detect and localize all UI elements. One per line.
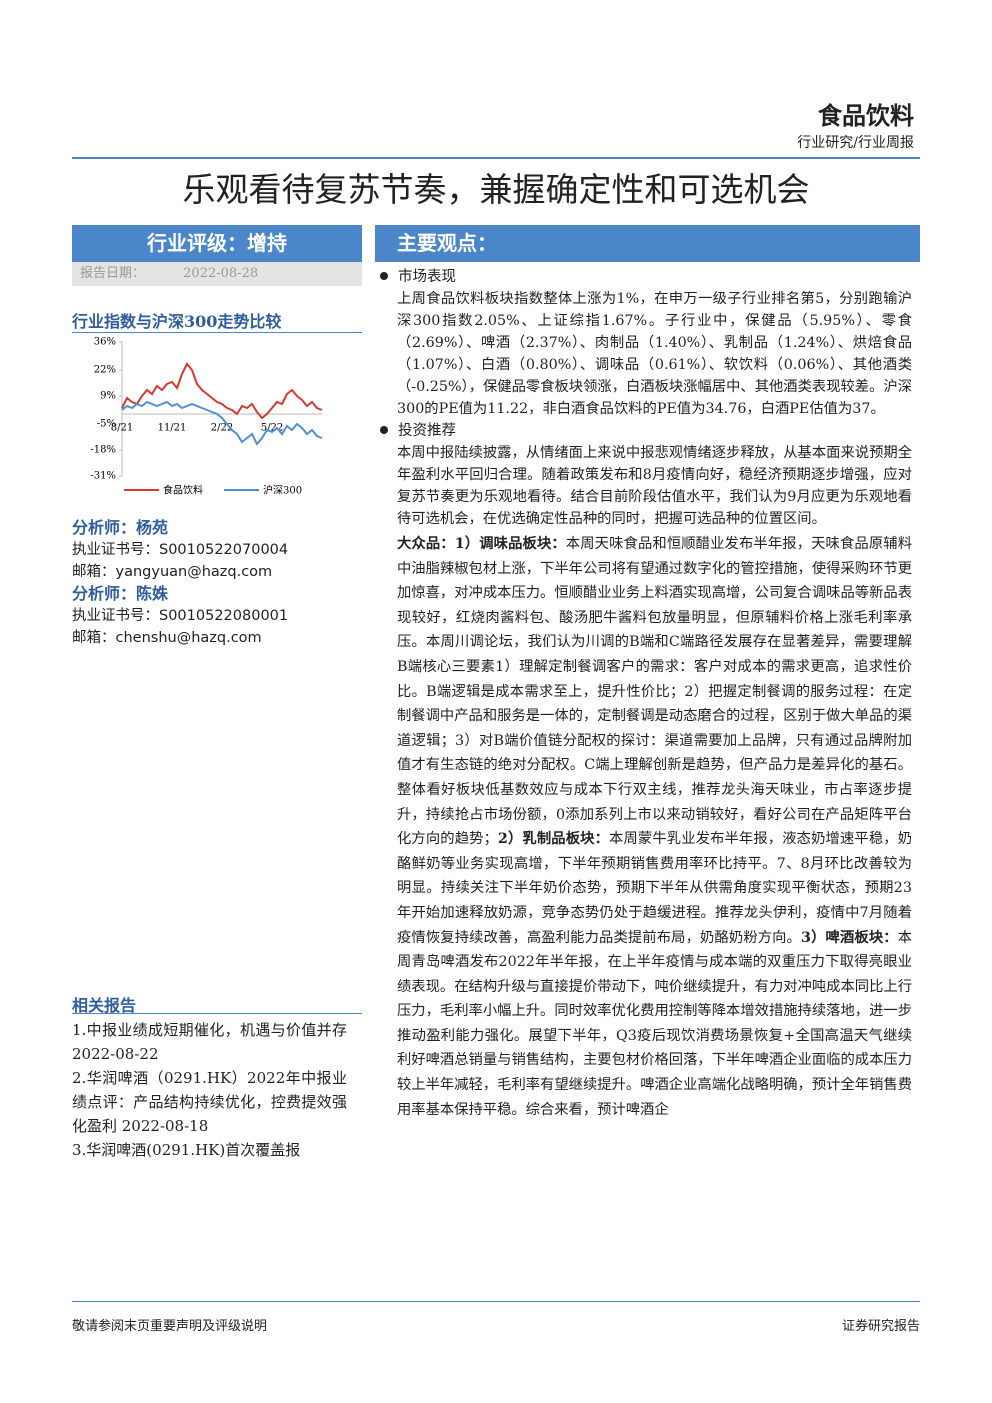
sector: 食品饮料 xyxy=(818,101,914,130)
x-tick-label: 11/21 xyxy=(158,423,187,434)
report-type: 行业研究/行业周报 xyxy=(797,135,914,151)
run-strong: 大众品：1）调味品板块： xyxy=(397,536,566,552)
chart: 36% 22% 9% -5% -18% -31% 8/21 11/21 2/22 5/22 食品饮料… xyxy=(90,337,323,497)
run-text: 本周天味食品和恒顺醋业发布半年报，天味食品原辅料中油脂辣椒包材上涨，下半年公司将… xyxy=(397,536,912,848)
legend-label: 沪深300 xyxy=(263,484,302,497)
related-rule xyxy=(72,1013,362,1014)
heading-text: 投资推荐 xyxy=(398,423,456,439)
footer-right: 证券研究报告 xyxy=(841,1319,920,1334)
views-title-text: 主要观点： xyxy=(397,231,497,255)
cert-label: 执业证书号： xyxy=(72,608,159,624)
analyst-name: 分析师：杨苑 xyxy=(72,518,169,537)
cert-label: 执业证书号： xyxy=(72,542,159,558)
bullet xyxy=(380,272,388,280)
y-tick-label: 22% xyxy=(94,365,116,376)
section-heading: 投资推荐 xyxy=(377,420,912,442)
section-heading: 市场表现 xyxy=(377,266,912,288)
run-strong: 3）啤酒板块： xyxy=(801,929,898,946)
chart-title: 行业指数与沪深300走势比较 xyxy=(72,312,282,331)
email-label: 邮箱： xyxy=(72,630,116,646)
cert-row: 执业证书号：S0010522070004 xyxy=(72,539,362,561)
date-label: 报告日期： xyxy=(80,266,146,281)
run-text: 本周蒙牛乳业发布半年报，液态奶增速平稳，奶酪鲜奶等业务实现高增，下半年预期销售费… xyxy=(397,831,913,946)
date: 2022-08-28 xyxy=(183,266,259,281)
series-line xyxy=(121,400,323,446)
header-rule xyxy=(72,157,920,159)
email: chenshu@hazq.com xyxy=(115,630,262,646)
related-item: 3.华润啤酒(0291.HK)首次覆盖报 xyxy=(72,1141,301,1159)
email-label: 邮箱： xyxy=(72,564,116,580)
y-tick-label: 9% xyxy=(100,391,116,402)
related-item: 1.中报业绩成短期催化，机遇与价值并存 2022-08-22 xyxy=(72,1021,347,1063)
rating: 行业评级：增持 xyxy=(72,225,362,262)
section-text: 大众品：1）调味品板块：本周天味食品和恒顺醋业发布半年报，天味食品原辅料中油脂辣… xyxy=(397,532,912,1122)
legend-label: 食品饮料 xyxy=(163,484,203,497)
y-tick-label: -5% xyxy=(97,419,116,430)
views: 市场表现上周食品饮料板块指数整体上涨为1%，在申万一级子行业排名第5，分别跑输沪… xyxy=(377,266,912,1122)
email-row: 邮箱：chenshu@hazq.com xyxy=(72,627,362,649)
date-row: 报告日期： 2022-08-28 xyxy=(72,262,362,286)
x-tick-label: 8/21 xyxy=(111,423,133,434)
footer-rule xyxy=(72,1301,920,1302)
run-strong: 2）乳制品板块： xyxy=(497,831,610,848)
bullet xyxy=(380,426,388,434)
related-list: 1.中报业绩成短期催化，机遇与价值并存 2022-08-22 2.华润啤酒（029… xyxy=(72,1018,347,1162)
related-item: 2.华润啤酒（0291.HK）2022年中报业绩点评：产品结构持续优化，控费提效… xyxy=(72,1069,347,1135)
analysts: 分析师：杨苑 执业证书号：S0010522070004 邮箱：yangyuan@ha… xyxy=(72,517,362,649)
y-tick-label: 36% xyxy=(94,337,116,348)
chart-rule xyxy=(72,332,362,333)
x-tick-label: 2/22 xyxy=(211,423,233,434)
heading-text: 市场表现 xyxy=(398,269,456,285)
cert: S0010522070004 xyxy=(159,542,289,558)
run-text: 本周青岛啤酒发布2022年半年报，在上半年疫情与成本端的双重压力下取得亮眼业绩表… xyxy=(397,929,913,1118)
footer-left: 敬请参阅末页重要声明及评级说明 xyxy=(72,1319,268,1334)
cert-row: 执业证书号：S0010522080001 xyxy=(72,605,362,627)
section-text: 本周中报陆续披露，从情绪面上来说中报悲观情绪逐步释放，从基本面来说预期全年盈利水… xyxy=(397,445,912,527)
analyst-name: 分析师：陈姝 xyxy=(72,584,169,603)
x-tick-label: 5/22 xyxy=(261,423,283,434)
title: 乐观看待复苏节奏，兼握确定性和可选机会 xyxy=(182,170,810,209)
related-title: 相关报告 xyxy=(72,996,137,1015)
section-text: 上周食品饮料板块指数整体上涨为1%，在申万一级子行业排名第5，分别跑输沪深300… xyxy=(397,291,912,417)
email-row: 邮箱：yangyuan@hazq.com xyxy=(72,561,362,583)
y-tick-label: -31% xyxy=(90,471,116,482)
views-title: 主要观点： xyxy=(375,225,920,262)
email: yangyuan@hazq.com xyxy=(115,564,273,580)
y-tick-label: -18% xyxy=(90,445,116,456)
cert: S0010522080001 xyxy=(159,608,289,624)
series-line xyxy=(121,362,323,420)
